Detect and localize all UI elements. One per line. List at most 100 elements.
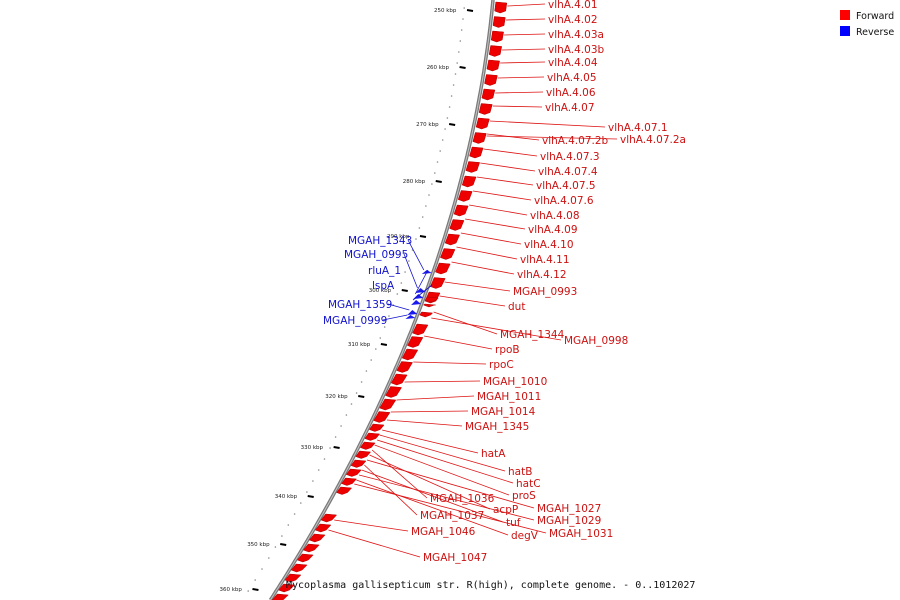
reverse-gene-block [407, 310, 418, 315]
gene-label: vlhA.4.10 [524, 239, 574, 251]
genome-backbone [268, 0, 495, 600]
gene-label: vlhA.4.07.5 [536, 180, 596, 192]
label-leader-line [407, 239, 425, 271]
gene-label: MGAH_1359 [328, 299, 392, 311]
track-dot [459, 40, 462, 42]
reverse-gene-block [411, 300, 422, 305]
forward-gene-block [478, 103, 493, 115]
legend: Forward Reverse [840, 10, 894, 38]
kbp-tick-mark [401, 289, 408, 292]
kbp-tick-mark [419, 235, 427, 238]
track-dot [408, 260, 410, 262]
label-leader-line [412, 284, 433, 301]
forward-gene-block [492, 16, 506, 28]
label-leader-line [495, 91, 544, 94]
forward-gene-block [308, 533, 326, 543]
forward-gene-block [429, 277, 446, 289]
forward-gene-block [449, 219, 465, 231]
forward-gene-block [341, 477, 358, 486]
kbp-tick-mark [307, 495, 314, 498]
kbp-tick-label: 330 kbp [301, 445, 324, 451]
label-leader-line [364, 464, 418, 516]
kbp-tick-label: 260 kbp [427, 65, 450, 71]
gene-label: vlhA.4.07.2b [542, 135, 609, 147]
kbp-tick-label: 270 kbp [416, 122, 439, 128]
gene-label: MGAH_1345 [465, 421, 529, 433]
gene-label: hatB [508, 466, 532, 478]
track-dot [247, 590, 249, 592]
label-leader-line [356, 479, 509, 536]
track-dot [345, 414, 348, 416]
track-dot [370, 359, 373, 361]
track-dot [293, 513, 296, 515]
label-leader-line [374, 444, 510, 496]
gene-label: degV [511, 530, 539, 542]
track-dot [323, 458, 326, 460]
forward-gene-block [284, 573, 302, 583]
gene-label: rpoC [489, 359, 514, 371]
label-leader-line [403, 253, 418, 289]
forward-gene-block [465, 161, 480, 173]
track-dot [462, 18, 464, 20]
kbp-tick-layer: 250 kbp 260 kbp 270 kbp 280 kbp 290 kbp 300 k… [219, 8, 474, 593]
forward-gene-block [484, 74, 498, 86]
label-leader-line [483, 148, 538, 157]
label-leader-line [473, 190, 532, 201]
label-leader-line [492, 105, 543, 108]
label-leader-line [334, 519, 409, 532]
forward-gene-block [440, 248, 456, 260]
gene-label: hatA [481, 448, 506, 460]
kbp-tick-label: 350 kbp [247, 542, 270, 548]
kbp-tick-label: 310 kbp [348, 342, 371, 348]
gene-label: MGAH_1014 [471, 406, 536, 418]
kbp-tick-label: 300 kbp [369, 288, 392, 294]
gene-label: vlhA.4.08 [530, 210, 580, 222]
label-leader-line [404, 380, 481, 383]
gene-label: vlhA.4.07 [545, 102, 595, 114]
gene-label: MGAH_1037 [420, 510, 484, 522]
label-leader-line [328, 529, 421, 558]
track-dot [388, 315, 390, 317]
track-dot [428, 194, 430, 196]
label-leader-line [382, 314, 408, 321]
kbp-tick-mark [280, 543, 287, 546]
label-leader-line [366, 459, 535, 509]
label-leader-line [386, 419, 463, 427]
forward-gene-block [424, 296, 439, 303]
label-leader-line [502, 48, 546, 51]
label-leader-line [489, 120, 606, 128]
forward-gene-block [379, 398, 397, 411]
forward-gene-block [320, 513, 338, 523]
label-leader-line [431, 317, 562, 341]
track-dot [415, 238, 417, 240]
forward-gene-block [435, 262, 451, 275]
gene-label: MGAH_1031 [549, 528, 613, 540]
track-dot [441, 139, 444, 141]
track-dot [300, 502, 302, 504]
gene-label: MGAH_1047 [423, 552, 487, 564]
track-dot [274, 546, 277, 548]
legend-reverse-swatch [840, 26, 850, 36]
label-leader-line [379, 434, 506, 472]
map-caption: Mycoplasma gallisepticum str. R(high), c… [286, 580, 695, 591]
forward-gene-block [296, 553, 314, 563]
kbp-tick-mark [448, 123, 456, 126]
kbp-tick-label: 360 kbp [219, 587, 242, 593]
gene-label: vlhA.4.09 [528, 224, 578, 236]
gene-label: lspA [372, 280, 395, 292]
gene-label: MGAH_1029 [537, 515, 601, 527]
label-leader-line [354, 483, 547, 534]
gene-label: dut [508, 301, 525, 313]
forward-gene-block [488, 45, 503, 57]
gene-label: acpP [493, 504, 518, 516]
gc-dotted-track [247, 7, 466, 592]
track-dot [450, 95, 453, 97]
gene-label: MGAH_1036 [430, 493, 495, 505]
label-leader-line [414, 269, 429, 295]
forward-gene-block [350, 459, 367, 468]
forward-gene-block [490, 30, 504, 43]
track-dot [418, 227, 421, 229]
forward-gene-block [472, 132, 487, 144]
forward-gene-block [453, 204, 469, 217]
